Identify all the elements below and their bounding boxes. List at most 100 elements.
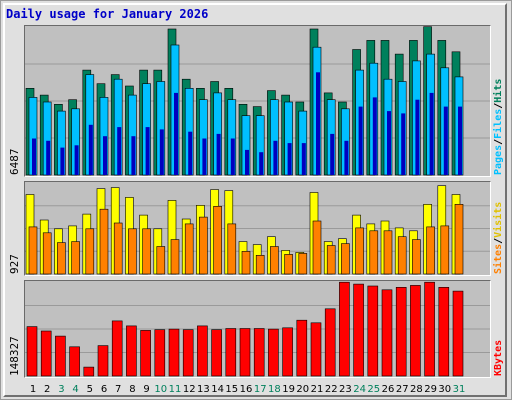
kbytes-bar bbox=[438, 286, 450, 377]
sites-bar bbox=[312, 220, 322, 275]
sites-bar bbox=[298, 253, 308, 275]
pages-bar bbox=[330, 133, 335, 175]
kbytes-bar bbox=[424, 281, 435, 377]
chart-title: Daily usage for January 2026 bbox=[6, 7, 209, 21]
pages-bar bbox=[401, 113, 406, 175]
kbytes-bar bbox=[367, 285, 379, 377]
day-label: 7 bbox=[115, 384, 121, 395]
kbytes-bar bbox=[154, 329, 166, 377]
pages-bar bbox=[131, 136, 136, 175]
day-label: 15 bbox=[225, 384, 238, 395]
day-label: 1 bbox=[30, 384, 36, 395]
pages-bar bbox=[145, 127, 150, 175]
pages-bar bbox=[188, 131, 193, 175]
kbytes-bar bbox=[452, 290, 464, 377]
day-label: 22 bbox=[325, 384, 338, 395]
day-label: 10 bbox=[154, 384, 167, 395]
sites-bar bbox=[113, 222, 123, 275]
day-label: 12 bbox=[183, 384, 196, 395]
pages-bar bbox=[174, 92, 178, 175]
sites-bar bbox=[170, 239, 180, 275]
sites-bar bbox=[341, 243, 350, 275]
kbytes-bar bbox=[111, 320, 123, 377]
day-label: 11 bbox=[169, 384, 182, 395]
pages-bar bbox=[259, 152, 264, 175]
day-label: 13 bbox=[197, 384, 210, 395]
day-label: 21 bbox=[311, 384, 324, 395]
pages-bar bbox=[301, 143, 306, 175]
sites-bar bbox=[28, 226, 38, 275]
kbytes-bar bbox=[83, 366, 95, 377]
sites-bar bbox=[213, 206, 222, 275]
kbytes-bar bbox=[310, 322, 322, 377]
day-label: 30 bbox=[438, 384, 451, 395]
sites-bar bbox=[412, 239, 421, 275]
pages-bar bbox=[60, 147, 65, 175]
kbytes-bar bbox=[324, 308, 336, 377]
pages-bar bbox=[429, 92, 434, 175]
day-label: 28 bbox=[410, 384, 423, 395]
sites-bar bbox=[426, 226, 435, 275]
day-label: 14 bbox=[211, 384, 224, 395]
kbytes-bar bbox=[282, 327, 293, 377]
kbytes-bar bbox=[126, 325, 137, 377]
sites-bar bbox=[128, 228, 137, 275]
pages-bar bbox=[316, 72, 320, 175]
sites-bar bbox=[42, 232, 52, 275]
kbytes-bar bbox=[182, 329, 194, 377]
kbytes-bar bbox=[69, 346, 80, 377]
sites-bar bbox=[199, 216, 208, 275]
kbytes-bar bbox=[225, 328, 237, 377]
pages-bar bbox=[344, 140, 349, 175]
day-label: 29 bbox=[424, 384, 437, 395]
pages-bar bbox=[415, 99, 420, 175]
day-label: 23 bbox=[339, 384, 352, 395]
sites-bar bbox=[241, 251, 251, 275]
sites-bar bbox=[71, 241, 80, 275]
day-label: 5 bbox=[87, 384, 93, 395]
sites-bar bbox=[284, 254, 293, 275]
day-label: 6 bbox=[101, 384, 107, 395]
kbytes-bar bbox=[339, 281, 350, 377]
day-label: 18 bbox=[268, 384, 281, 395]
kbytes-bar bbox=[26, 326, 38, 377]
pages-bar bbox=[117, 127, 122, 175]
pages-bar bbox=[443, 106, 448, 175]
day-label: 25 bbox=[367, 384, 380, 395]
sites-bar bbox=[383, 230, 393, 275]
pages-bar bbox=[32, 138, 36, 175]
day-label: 8 bbox=[129, 384, 135, 395]
kbytes-bar bbox=[97, 345, 109, 377]
sites-bar bbox=[397, 236, 407, 275]
kbytes-bar bbox=[40, 330, 52, 377]
kbytes-bar bbox=[239, 328, 251, 377]
day-label: 26 bbox=[382, 384, 395, 395]
day-label: 2 bbox=[44, 384, 50, 395]
kbytes-bar bbox=[168, 328, 180, 377]
sites-bar bbox=[227, 223, 237, 275]
pages-bar bbox=[46, 140, 51, 175]
day-label: 24 bbox=[353, 384, 366, 395]
kbytes-bar bbox=[395, 286, 407, 377]
sites-bar bbox=[369, 230, 379, 275]
kbytes-bar bbox=[55, 335, 66, 377]
kbytes-bar bbox=[410, 285, 421, 377]
day-label: 31 bbox=[453, 384, 466, 395]
sites-bar bbox=[57, 242, 66, 275]
sites-bar bbox=[270, 246, 279, 275]
pages-bar bbox=[387, 111, 391, 175]
pages-bar bbox=[287, 143, 292, 175]
day-label: 19 bbox=[282, 384, 295, 395]
sites-bar bbox=[156, 246, 166, 275]
pages-bar bbox=[88, 124, 93, 175]
kbytes-bar bbox=[381, 289, 393, 377]
pages-bar bbox=[458, 106, 462, 175]
kbytes-bar bbox=[253, 328, 265, 377]
sites-bar bbox=[355, 227, 364, 275]
day-label: 20 bbox=[296, 384, 309, 395]
pages-bar bbox=[245, 149, 249, 175]
day-label: 16 bbox=[240, 384, 253, 395]
day-label: 3 bbox=[58, 384, 64, 395]
sites-bar bbox=[184, 223, 194, 275]
